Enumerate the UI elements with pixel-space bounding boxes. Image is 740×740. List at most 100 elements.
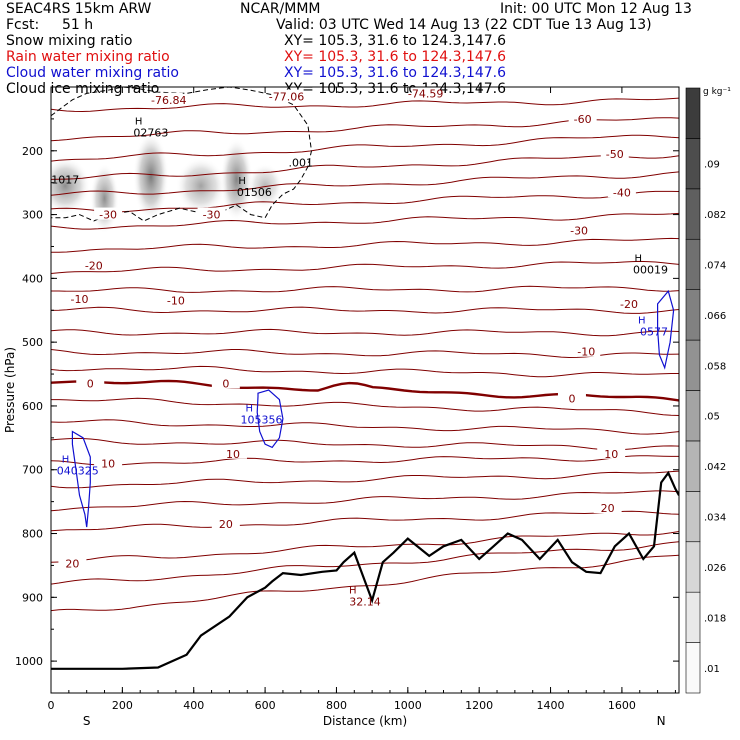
colorbar-swatch xyxy=(685,188,701,240)
x-tick-label: 400 xyxy=(183,699,204,712)
field-name-rain: Rain water mixing ratio xyxy=(6,49,170,65)
extremum-h: H xyxy=(638,315,646,326)
isotherm-label: -30 xyxy=(570,225,588,238)
colorbar-tick-label: .074 xyxy=(704,260,726,271)
y-tick-label: 300 xyxy=(22,209,43,222)
label-bg xyxy=(79,258,108,271)
cloud-water-contour xyxy=(256,389,284,449)
colorbar-tick-label: .05 xyxy=(704,412,720,423)
label-bg xyxy=(565,223,594,236)
isotherm xyxy=(51,155,679,180)
contour-label: .001 xyxy=(289,156,314,169)
label-bg xyxy=(211,516,240,529)
isotherm xyxy=(51,531,679,563)
isotherm-label: 0 xyxy=(568,392,575,405)
y-tick-label: 200 xyxy=(22,145,43,158)
extremum-value: 0577 xyxy=(640,325,668,338)
x-tick-label: 0 xyxy=(48,699,55,712)
field-name-cloud-water: Cloud water mixing ratio xyxy=(6,65,179,81)
isotherm-label: 10 xyxy=(226,448,240,461)
north-label: N xyxy=(657,714,666,728)
y-tick-label: 600 xyxy=(22,400,43,413)
isotherm xyxy=(51,328,679,337)
label-bg xyxy=(272,89,301,102)
model-title: SEAC4RS 15km ARW xyxy=(6,1,152,17)
isotherm xyxy=(51,97,679,113)
isotherm xyxy=(51,397,679,416)
label-bg xyxy=(557,391,586,404)
fcst-value: 51 h xyxy=(62,17,94,33)
snow-shading xyxy=(220,138,253,221)
colorbar-tick-label: .066 xyxy=(704,311,726,322)
y-tick-label: 700 xyxy=(22,464,43,477)
label-bg xyxy=(568,111,597,124)
terrain-line xyxy=(51,470,679,670)
label-bg xyxy=(607,185,636,198)
x-tick-label: 1400 xyxy=(537,699,565,712)
isotherm xyxy=(51,437,679,451)
isotherm xyxy=(51,171,679,196)
isotherm-label: -10 xyxy=(71,293,89,306)
extremum-value: 105356 xyxy=(241,414,283,427)
label-bg xyxy=(154,92,183,105)
colorbar-swatch xyxy=(685,138,701,190)
y-tick-label: 900 xyxy=(22,591,43,604)
isotherm xyxy=(51,237,679,253)
label-bg xyxy=(94,207,123,220)
extremum-value: 040325 xyxy=(57,465,99,478)
colorbar-tick-label: .026 xyxy=(704,563,726,574)
label-bg xyxy=(597,446,626,459)
colorbar-tick-label: .09 xyxy=(704,160,720,171)
south-label: S xyxy=(83,714,91,728)
field-xy-rain: XY= 105.3, 31.6 to 124.3,147.6 xyxy=(284,49,507,65)
isotherm-label: -50 xyxy=(606,148,624,161)
isotherm-label: -10 xyxy=(167,295,185,308)
colorbar-tick-label: .01 xyxy=(704,664,720,675)
label-bg xyxy=(58,556,87,569)
isotherm-label: 20 xyxy=(65,558,79,571)
cloud-water-contour xyxy=(71,430,91,528)
snow-shading xyxy=(175,157,226,215)
label-bg xyxy=(197,207,226,220)
colorbar-unit: g kg⁻¹ xyxy=(703,87,731,97)
plot-area: -77.06 -76.84 -74.59 -60 -50 -40 -30 -30 -30 -20 -… xyxy=(51,87,679,670)
isotherm xyxy=(51,510,679,532)
isotherm xyxy=(51,419,679,435)
x-tick-label: 1600 xyxy=(608,699,636,712)
label-bg xyxy=(161,293,190,306)
label-bg xyxy=(94,456,123,469)
isotherm-label: 10 xyxy=(604,448,618,461)
isotherm xyxy=(51,490,679,512)
isotherm-label: 0 xyxy=(87,378,94,391)
extremum-value: 01506 xyxy=(237,186,272,199)
y-tick-label: 500 xyxy=(22,336,43,349)
isotherm-label: -20 xyxy=(85,260,103,273)
colorbar-swatch xyxy=(685,440,701,492)
x-tick-label: 1200 xyxy=(465,699,493,712)
extremum-h: H xyxy=(634,254,642,265)
extremum-h: H xyxy=(246,404,254,415)
axes: 0 200 400 600 800 1000 1200 1400 160020030040050… xyxy=(3,86,680,728)
colorbar-swatch xyxy=(685,541,701,593)
isotherm xyxy=(51,260,679,274)
label-bg xyxy=(218,446,247,459)
extremum-h: H xyxy=(349,585,357,596)
label-bg xyxy=(65,291,94,304)
extremum-h: H xyxy=(135,116,143,127)
isotherm-label: 10 xyxy=(101,457,115,470)
x-tick-label: 1000 xyxy=(394,699,422,712)
isotherm-label: 20 xyxy=(219,518,233,531)
extremum-value: 32.14 xyxy=(349,595,381,608)
extremum-h: H xyxy=(62,455,70,466)
colorbar: .01 .018 .026 .034 .042 .05 .058 .066 .074 .082 .0… xyxy=(685,87,731,694)
isotherm xyxy=(51,306,679,314)
isotherm-label: 0 xyxy=(222,378,229,391)
colorbar-swatch xyxy=(685,289,701,341)
colorbar-swatch xyxy=(685,591,701,643)
colorbar-swatch xyxy=(685,238,701,290)
isotherm-label: -40 xyxy=(613,186,631,199)
label-bg xyxy=(600,146,629,159)
isotherm-label: 20 xyxy=(601,502,615,515)
isotherm-label: -10 xyxy=(577,346,595,359)
